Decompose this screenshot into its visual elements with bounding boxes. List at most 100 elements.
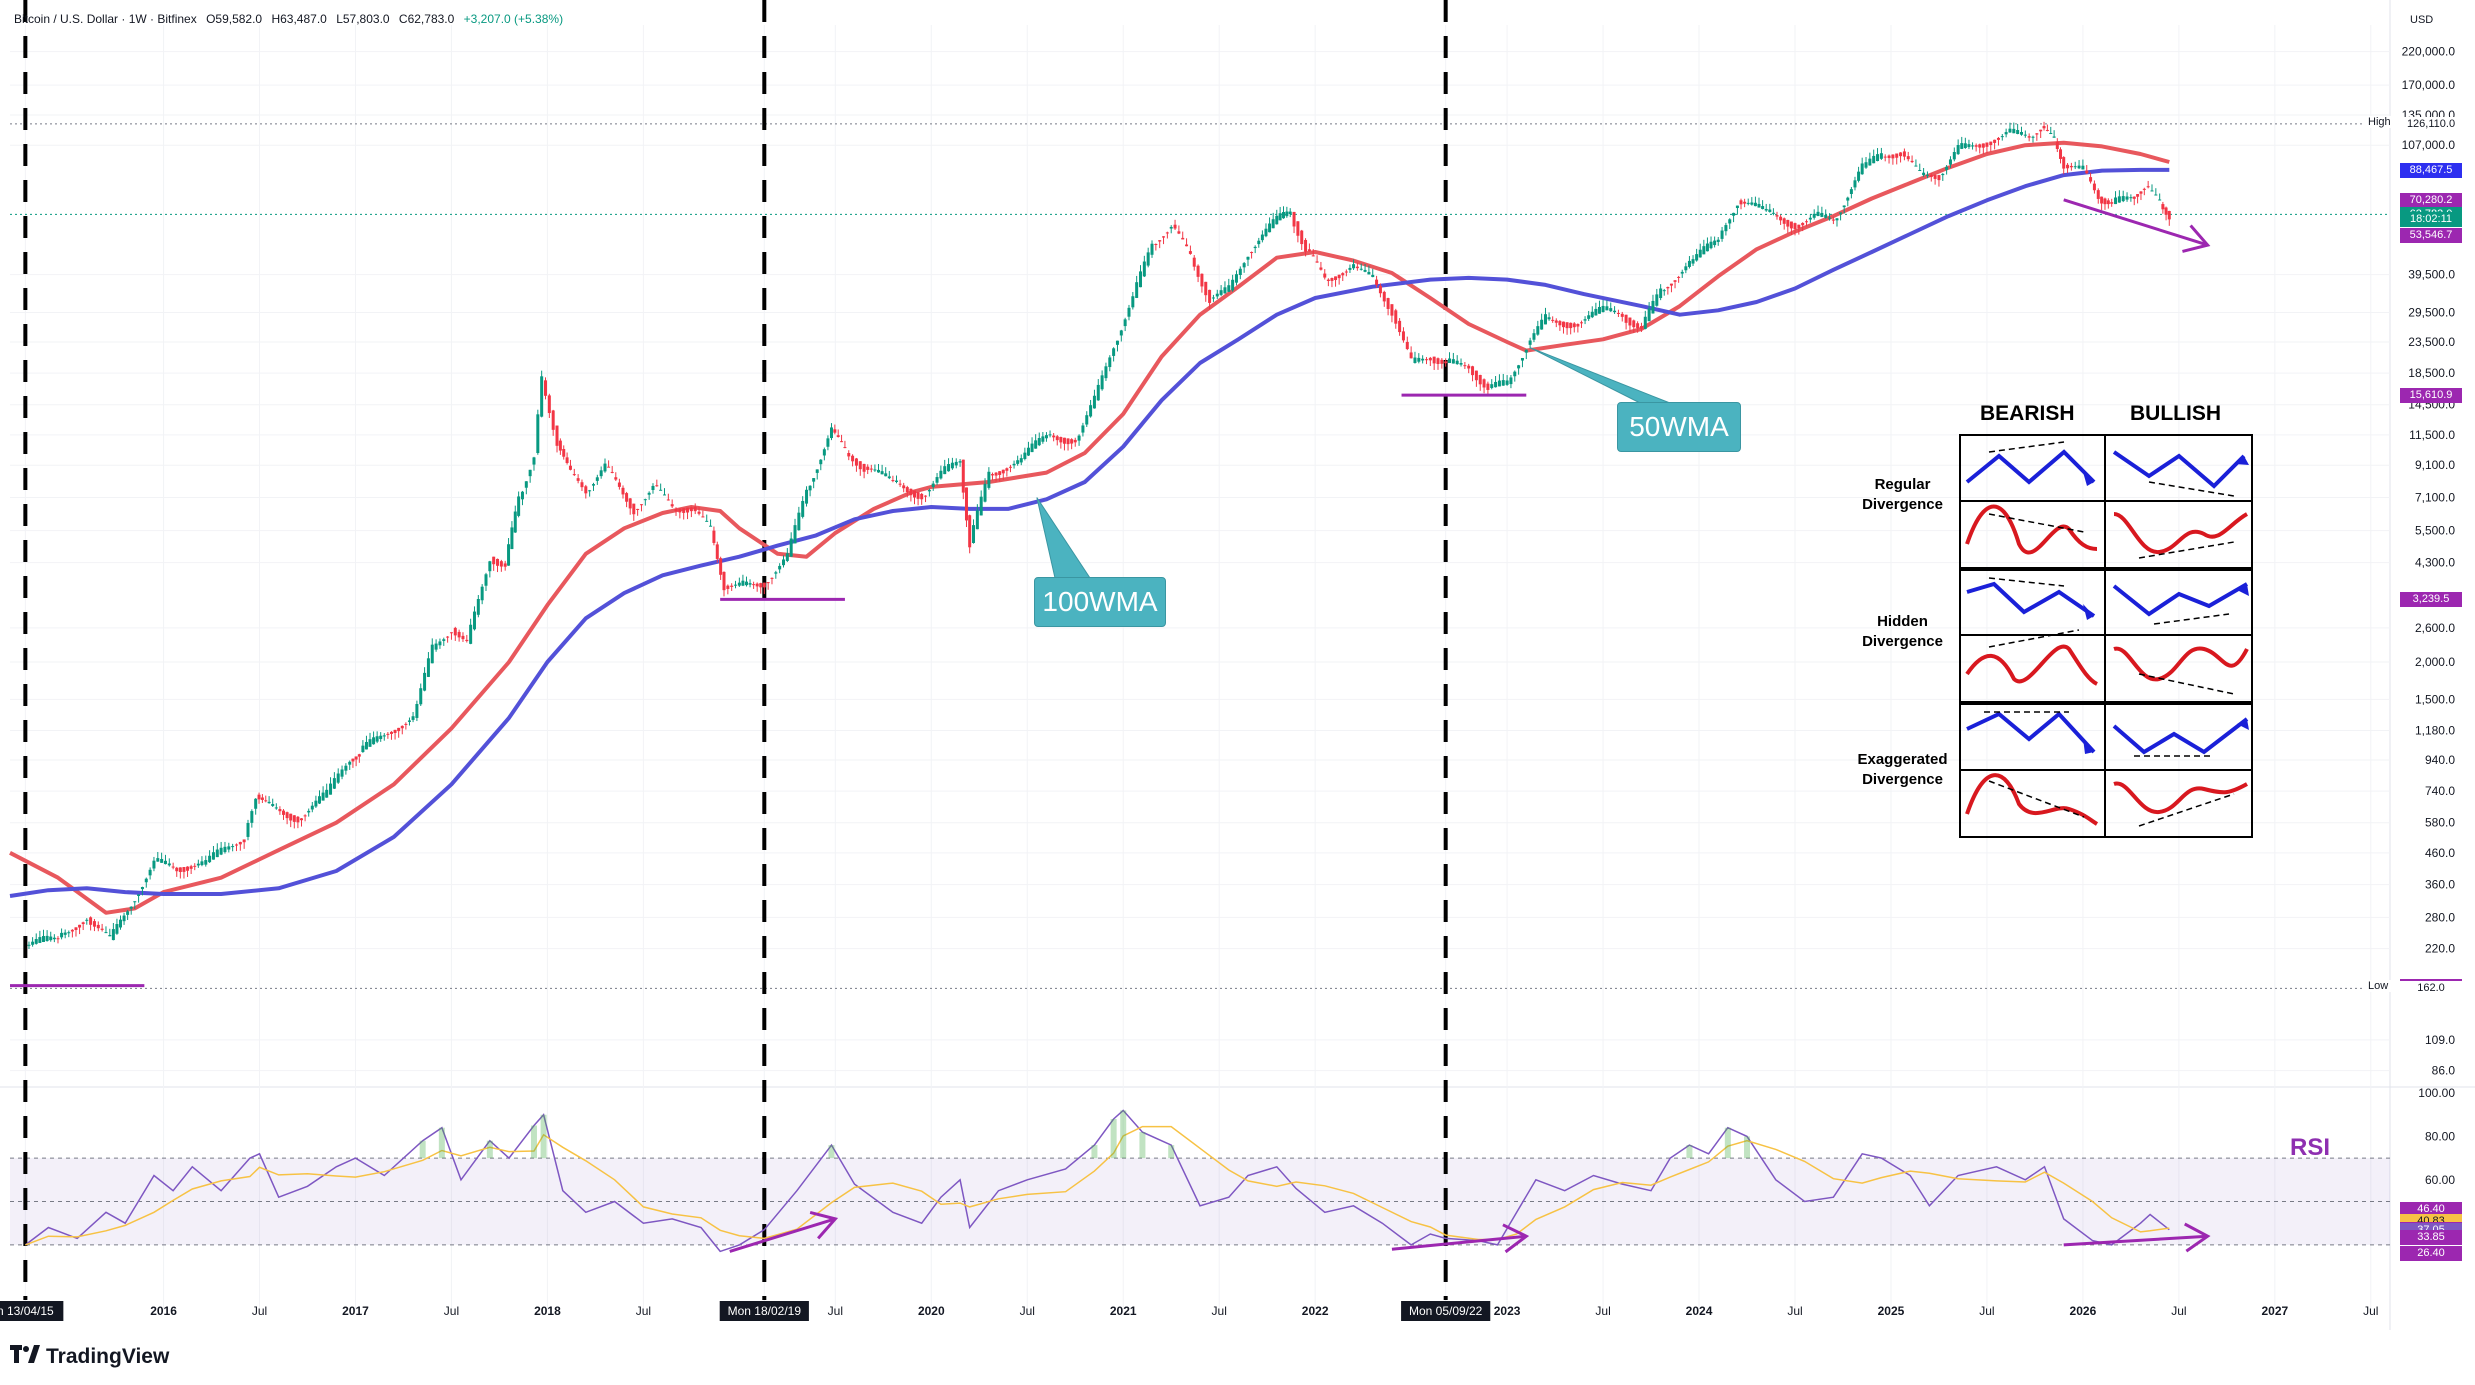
ohlc-change: +3,207.0 (+5.38%) — [463, 12, 564, 26]
price-candle — [1579, 322, 1583, 324]
price-candle — [1444, 361, 1448, 364]
price-candle — [1613, 310, 1617, 313]
price-candle — [2136, 194, 2140, 197]
price-candle — [862, 463, 866, 472]
time-tick-label: Jul — [2363, 1304, 2378, 1318]
price-candle — [310, 805, 314, 810]
price-candle — [175, 867, 179, 872]
price-candle — [1142, 261, 1146, 277]
divergence-arrows — [729, 198, 2211, 1254]
price-candle — [954, 461, 958, 466]
price-candle — [1077, 435, 1081, 441]
price-candle — [465, 639, 469, 642]
price-candle — [1831, 219, 1835, 221]
price-tick-label: 18,500.0 — [2408, 366, 2455, 380]
price-candle — [393, 729, 397, 734]
price-candle — [1490, 384, 1494, 388]
price-tick-label: 170,000.0 — [2402, 78, 2456, 92]
price-candle — [762, 582, 766, 588]
price-candle — [1034, 440, 1038, 449]
price-candle — [1334, 276, 1338, 281]
price-candle — [603, 463, 607, 472]
price-candle — [1583, 319, 1587, 321]
price-candle — [1012, 463, 1016, 466]
price-candle — [45, 935, 49, 942]
price-candle — [260, 797, 264, 800]
price-candle — [584, 486, 588, 494]
price-candle — [1540, 319, 1544, 330]
price-candle — [1547, 317, 1551, 320]
price-candle — [1561, 321, 1565, 328]
price-candle — [215, 849, 219, 858]
price-tick-label: 580.0 — [2425, 816, 2455, 830]
price-tick-label: 1,500.0 — [2415, 692, 2455, 706]
time-tick-label: Jul — [1787, 1304, 1802, 1318]
price-candle — [689, 507, 693, 512]
price-candle — [1981, 143, 1985, 148]
price-candle — [1691, 259, 1695, 264]
price-candle — [1048, 434, 1052, 436]
time-tick-label: Mon 18/02/19 — [728, 1304, 802, 1318]
price-tick-label: 220.0 — [2425, 942, 2455, 956]
price-candle — [1655, 294, 1659, 306]
price-tick-label: 360.0 — [2425, 878, 2455, 892]
price-candle — [1227, 285, 1231, 292]
price-candle — [1554, 320, 1558, 323]
price-candle — [480, 586, 484, 601]
price-candle — [958, 461, 962, 463]
tradingview-logo[interactable]: TradingView — [10, 1345, 169, 1369]
price-candle — [617, 482, 621, 487]
price-candle — [300, 818, 304, 821]
price-candle — [961, 459, 965, 493]
price-candle — [588, 490, 592, 492]
price-candle — [307, 810, 311, 813]
price-candle — [1204, 281, 1208, 296]
exaggerated-bearish-price-icon — [1966, 711, 2096, 754]
price-candle — [759, 583, 763, 588]
price-tick-label: 7,100.0 — [2415, 490, 2455, 504]
price-candle — [1952, 152, 1956, 160]
price-candle — [1436, 358, 1440, 364]
price-candle — [785, 553, 789, 561]
price-candle — [2161, 204, 2165, 210]
price-candle — [1724, 225, 1728, 232]
price-candle — [815, 469, 819, 473]
price-candle — [1989, 141, 1993, 146]
price-candle — [1945, 166, 1949, 170]
rsi-divergence-arrow-head — [2184, 1222, 2211, 1253]
price-candle — [1876, 154, 1880, 162]
price-candle — [812, 478, 816, 482]
price-candle — [160, 858, 164, 863]
price-candle — [1775, 215, 1779, 217]
price-candle — [1341, 273, 1345, 276]
price-candle — [271, 804, 275, 806]
currency-label[interactable]: USD — [2410, 14, 2434, 26]
price-candle — [2129, 197, 2133, 199]
price-candle — [510, 527, 514, 550]
price-candle — [947, 464, 951, 472]
price-candle — [1417, 357, 1421, 362]
price-candle — [407, 720, 411, 722]
price-candle — [528, 469, 532, 477]
price-candle — [1424, 359, 1428, 361]
price-tick-label: 940.0 — [2425, 753, 2455, 767]
price-candle — [1486, 383, 1490, 390]
price-candle — [905, 487, 909, 493]
price-candle — [734, 584, 738, 586]
price-candle — [1628, 317, 1632, 326]
price-candle — [924, 495, 928, 497]
price-candle — [1879, 153, 1883, 159]
price-candle — [1070, 439, 1074, 444]
price-candle — [1720, 230, 1724, 239]
price-candle — [1085, 415, 1089, 425]
price-candle — [492, 556, 496, 565]
price-badge: 15,610.9 — [2400, 388, 2462, 404]
price-candle — [891, 480, 895, 482]
price-candle — [2085, 170, 2089, 174]
price-candle — [1569, 322, 1573, 329]
price-candle — [639, 504, 643, 506]
price-candle — [1185, 244, 1189, 247]
symbol-title[interactable]: Bitcoin / U.S. Dollar · 1W · Bitfinex — [14, 12, 197, 26]
price-candle — [1669, 283, 1673, 286]
price-candle — [1104, 366, 1108, 379]
